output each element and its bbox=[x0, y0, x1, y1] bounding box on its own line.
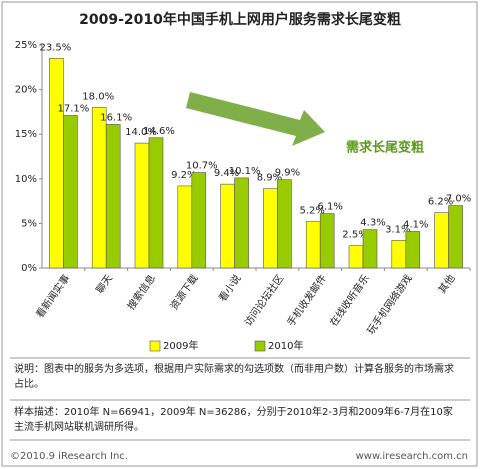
value-label: 10.7% bbox=[186, 161, 218, 172]
value-label: 6.2% bbox=[428, 197, 453, 208]
value-label: 9.9% bbox=[275, 168, 300, 179]
legend-label: 2009年 bbox=[163, 339, 198, 352]
value-label: 18.0% bbox=[82, 91, 114, 102]
bar bbox=[191, 172, 207, 269]
bar bbox=[405, 231, 421, 269]
bar bbox=[91, 107, 107, 269]
bar bbox=[134, 142, 150, 269]
bar bbox=[319, 213, 335, 269]
value-label: 6.1% bbox=[317, 202, 342, 213]
bar bbox=[49, 58, 64, 269]
y-tick-label: 0% bbox=[21, 263, 37, 274]
value-label: 4.3% bbox=[360, 218, 385, 229]
bar bbox=[63, 115, 78, 269]
y-tick-label: 15% bbox=[15, 129, 37, 140]
y-tick-label: 5% bbox=[21, 218, 37, 229]
value-label: 16.1% bbox=[100, 112, 132, 123]
footer-right: www.iresearch.com.cn bbox=[356, 451, 468, 462]
y-tick-label: 25% bbox=[15, 40, 37, 51]
value-label: 9.2% bbox=[171, 170, 196, 181]
footer-left: ©2010.9 iResearch Inc. bbox=[10, 451, 128, 462]
legend-swatch bbox=[254, 340, 266, 352]
bar bbox=[234, 177, 249, 269]
bar bbox=[220, 183, 235, 269]
bar bbox=[177, 185, 193, 269]
value-label: 9.4% bbox=[214, 168, 239, 179]
value-label: 8.9% bbox=[257, 173, 282, 184]
legend-swatch bbox=[149, 340, 161, 352]
bar bbox=[434, 212, 449, 269]
value-label: 14.0% bbox=[125, 127, 157, 138]
note: 说明：图表中的服务为多选项，根据用户实际需求的勾选项数（而非用户数）计算各服务的… bbox=[14, 364, 454, 390]
value-label: 14.6% bbox=[143, 126, 175, 137]
bar bbox=[148, 137, 164, 269]
bar bbox=[391, 240, 407, 269]
legend-label: 2010年 bbox=[268, 339, 303, 352]
y-tick-label: 10% bbox=[15, 174, 37, 185]
value-label: 23.5% bbox=[40, 42, 72, 53]
value-label: 4.1% bbox=[403, 219, 428, 230]
bar bbox=[448, 205, 463, 269]
bar bbox=[105, 124, 121, 269]
annotation: 需求长尾变粗 bbox=[346, 140, 424, 156]
value-label: 10.1% bbox=[229, 166, 261, 177]
bar bbox=[362, 229, 378, 269]
note: 样本描述：2010年 N=66941，2009年 N=36286，分别于2010… bbox=[14, 407, 453, 433]
value-label: 3.1% bbox=[385, 224, 410, 235]
chart-title: 2009-2010年中国手机上网用户服务需求长尾变粗 bbox=[79, 11, 401, 28]
y-tick-label: 20% bbox=[15, 85, 37, 96]
value-label: 5.2% bbox=[299, 206, 324, 217]
bar bbox=[348, 245, 364, 269]
value-label: 2.5% bbox=[342, 230, 367, 241]
value-label: 7.0% bbox=[446, 194, 471, 205]
value-label: 17.1% bbox=[58, 103, 90, 114]
bar bbox=[263, 188, 278, 269]
bar bbox=[277, 179, 292, 269]
bar bbox=[305, 221, 321, 269]
arrow bbox=[186, 92, 325, 146]
